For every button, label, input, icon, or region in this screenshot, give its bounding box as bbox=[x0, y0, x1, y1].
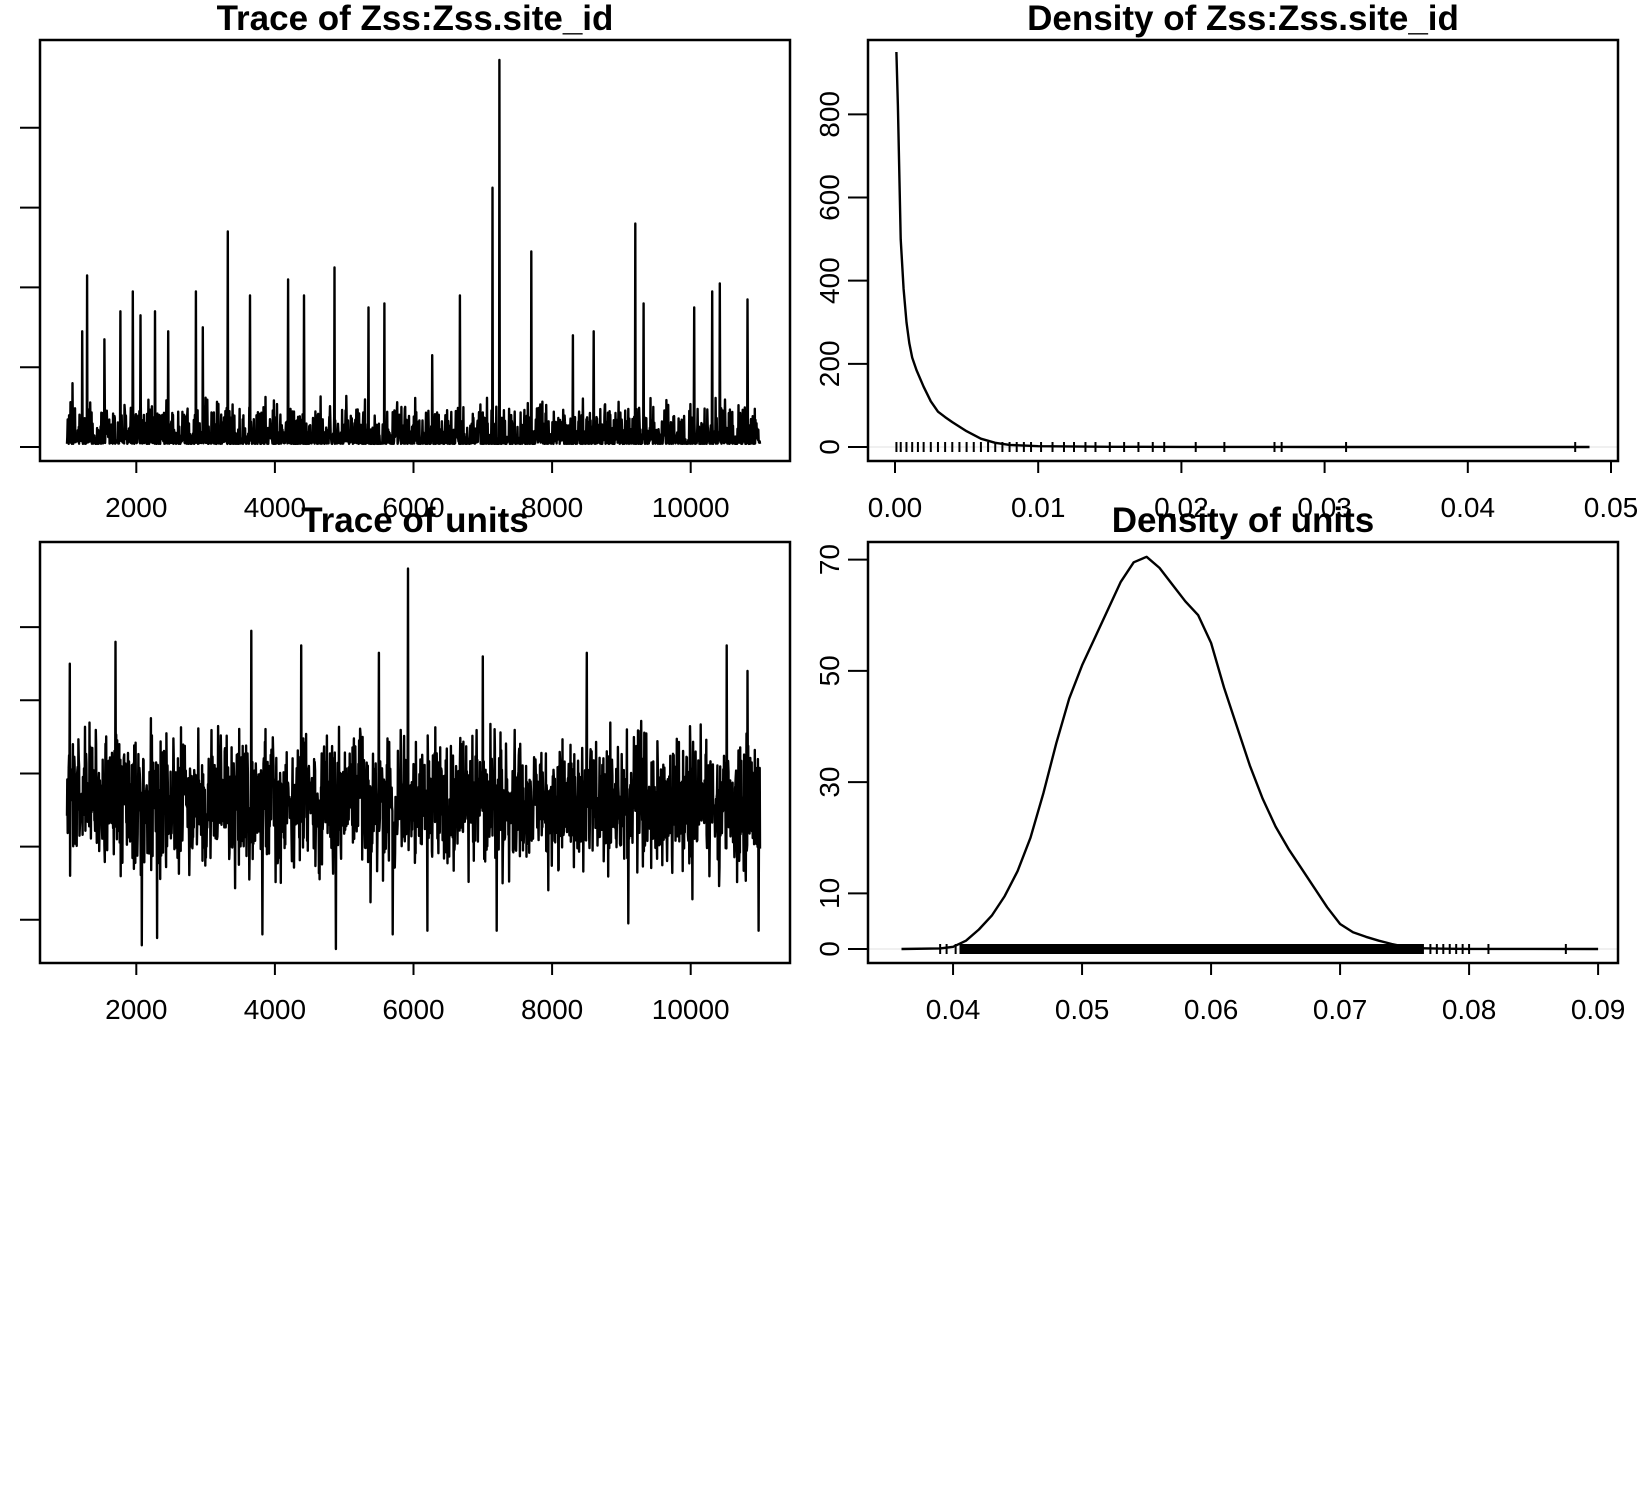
panel-trace-site-id: 2000 4000 6000 8000 10000 Trace of Zss:Zss.s… bbox=[20, 0, 792, 523]
density-site-id-series bbox=[895, 51, 1590, 449]
panel-density-site-id: 0.00 0.01 0.02 0.03 0.04 0.05 0 200 400 600 800 D… bbox=[814, 0, 1638, 523]
trace-site-id-y-axis bbox=[20, 126, 40, 448]
density-site-id-y-axis: 0 200 400 600 800 bbox=[814, 91, 868, 455]
trace-units-x-tick-label: 2000 bbox=[105, 994, 167, 1025]
trace-units-x-axis: 2000 4000 6000 8000 10000 bbox=[105, 963, 730, 1025]
trace-units-frame bbox=[38, 540, 792, 965]
density-units-y-tick-label: 30 bbox=[814, 767, 845, 798]
density-site-id-y-tick-label: 400 bbox=[814, 257, 845, 304]
trace-site-id-x-tick-label: 8000 bbox=[521, 492, 583, 523]
density-units-x-tick-label: 0.07 bbox=[1313, 994, 1368, 1025]
density-site-id-density-curve bbox=[895, 51, 1590, 449]
density-site-id-x-tick-label: 0.02 bbox=[1154, 492, 1209, 523]
density-units-title: Density of units bbox=[1112, 501, 1375, 540]
density-units-density-curve bbox=[901, 555, 1599, 951]
density-site-id-y-tick-label: 200 bbox=[814, 340, 845, 387]
trace-units-x-tick-label: 6000 bbox=[382, 994, 444, 1025]
density-site-id-y-tick-label: 800 bbox=[814, 91, 845, 138]
density-site-id-x-tick-label: 0.03 bbox=[1297, 492, 1352, 523]
density-site-id-y-tick-label: 600 bbox=[814, 174, 845, 221]
density-units-frame bbox=[866, 540, 1620, 965]
density-units-y-tick-label: 0 bbox=[814, 941, 845, 957]
trace-site-id-x-axis: 2000 4000 6000 8000 10000 bbox=[105, 461, 730, 523]
panel-trace-units: 2000 4000 6000 8000 10000 Trace of units bbox=[20, 501, 792, 1025]
trace-site-id-x-tick-label: 2000 bbox=[105, 492, 167, 523]
density-site-id-title: Density of Zss:Zss.site_id bbox=[1027, 0, 1459, 38]
density-units-x-tick-label: 0.06 bbox=[1184, 994, 1239, 1025]
trace-site-id-x-tick-label: 4000 bbox=[244, 492, 306, 523]
density-site-id-y-tick-label: 0 bbox=[814, 439, 845, 455]
panel-density-units: 0.04 0.05 0.06 0.07 0.08 0.09 0 10 30 50 70 Densi… bbox=[814, 501, 1625, 1025]
trace-units-x-tick-label: 4000 bbox=[244, 994, 306, 1025]
trace-site-id-title: Trace of Zss:Zss.site_id bbox=[217, 0, 614, 38]
density-site-id-x-tick-label: 0.01 bbox=[1011, 492, 1066, 523]
trace-site-id-frame bbox=[38, 38, 792, 463]
trace-units-title: Trace of units bbox=[301, 501, 529, 540]
density-site-id-frame bbox=[866, 38, 1620, 463]
density-units-rug-band bbox=[959, 944, 1424, 954]
trace-units-y-axis bbox=[20, 626, 40, 921]
density-units-x-tick-label: 0.04 bbox=[926, 994, 981, 1025]
density-units-x-tick-label: 0.08 bbox=[1442, 994, 1497, 1025]
trace-units-x-tick-label: 10000 bbox=[652, 994, 730, 1025]
trace-site-id-trace-line bbox=[65, 58, 762, 445]
density-site-id-x-tick-label: 0.00 bbox=[868, 492, 923, 523]
density-units-x-tick-label: 0.09 bbox=[1571, 994, 1626, 1025]
trace-units-x-tick-label: 8000 bbox=[521, 994, 583, 1025]
density-units-x-tick-label: 0.05 bbox=[1055, 994, 1110, 1025]
density-units-x-axis: 0.04 0.05 0.06 0.07 0.08 0.09 bbox=[926, 963, 1626, 1025]
density-units-series bbox=[901, 555, 1599, 951]
trace-site-id-x-tick-label: 10000 bbox=[652, 492, 730, 523]
density-units-y-tick-label: 50 bbox=[814, 655, 845, 686]
trace-units-series bbox=[65, 567, 762, 951]
trace-units-trace-line bbox=[65, 567, 762, 951]
density-units-y-axis: 0 10 30 50 70 bbox=[814, 544, 868, 957]
density-site-id-x-tick-label: 0.05 bbox=[1584, 492, 1639, 523]
density-units-y-tick-label: 10 bbox=[814, 878, 845, 909]
trace-site-id-x-tick-label: 6000 bbox=[382, 492, 444, 523]
density-site-id-rug bbox=[895, 442, 1577, 452]
density-site-id-x-tick-label: 0.04 bbox=[1441, 492, 1496, 523]
density-units-y-tick-label: 70 bbox=[814, 544, 845, 575]
trace-site-id-series bbox=[65, 58, 762, 445]
density-site-id-x-axis: 0.00 0.01 0.02 0.03 0.04 0.05 bbox=[868, 461, 1639, 523]
